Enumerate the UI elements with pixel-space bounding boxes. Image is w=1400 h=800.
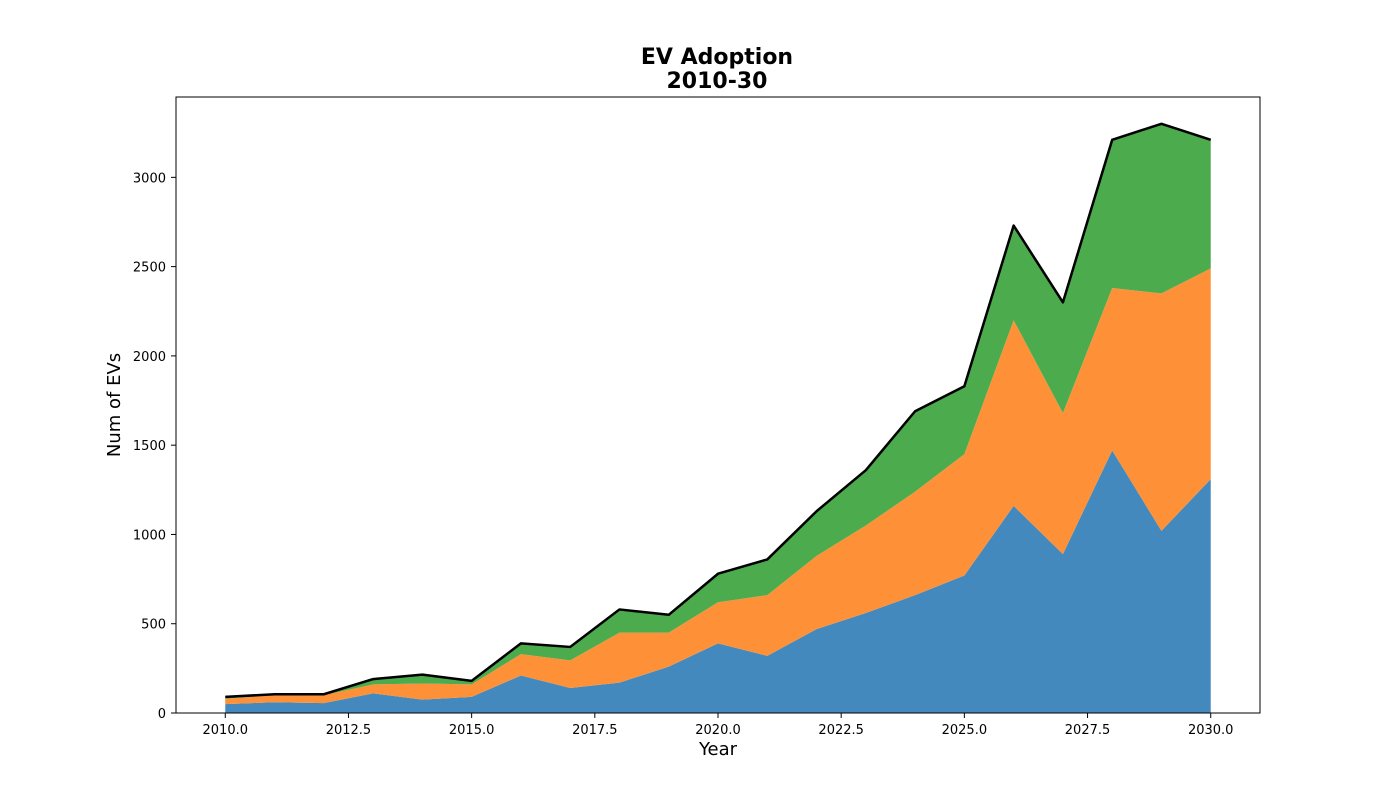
x-tick-label: 2017.5: [572, 723, 618, 738]
area-series-2: [225, 268, 1211, 705]
x-tick-label: 2015.0: [449, 723, 495, 738]
x-axis-label: Year: [698, 739, 738, 760]
x-tick-label: 2012.5: [326, 723, 372, 738]
y-tick-label: 500: [141, 618, 166, 633]
x-axis-ticks: 2010.0 2012.5 2015.0 2017.5 2020.0 2022.5 2025…: [203, 713, 1234, 738]
y-tick-label: 3000: [133, 171, 166, 186]
area-series-3: [225, 123, 1211, 699]
y-tick-label: 1500: [133, 439, 166, 454]
total-line: [225, 122, 1212, 699]
chart-title-line-2: 2010-30: [667, 69, 768, 94]
total-line-layer: [225, 122, 1212, 699]
y-axis-ticks: 0 500 1000 1500 2000 2500 3000: [133, 171, 176, 722]
x-tick-label: 2020.0: [695, 723, 741, 738]
y-axis-label: Num of EVs: [104, 353, 125, 457]
x-tick-label: 2022.5: [818, 723, 864, 738]
x-tick-label: 2010.0: [203, 723, 249, 738]
x-tick-label: 2027.5: [1065, 723, 1111, 738]
areas-layer: [225, 123, 1211, 713]
y-tick-label: 1000: [133, 528, 166, 543]
y-tick-label: 0: [158, 707, 166, 722]
area-series-1: [225, 450, 1211, 713]
chart-title-line-1: EV Adoption: [641, 45, 793, 70]
y-tick-label: 2000: [133, 350, 166, 365]
y-tick-label: 2500: [133, 261, 166, 276]
x-tick-label: 2030.0: [1188, 723, 1234, 738]
x-tick-label: 2025.0: [942, 723, 988, 738]
